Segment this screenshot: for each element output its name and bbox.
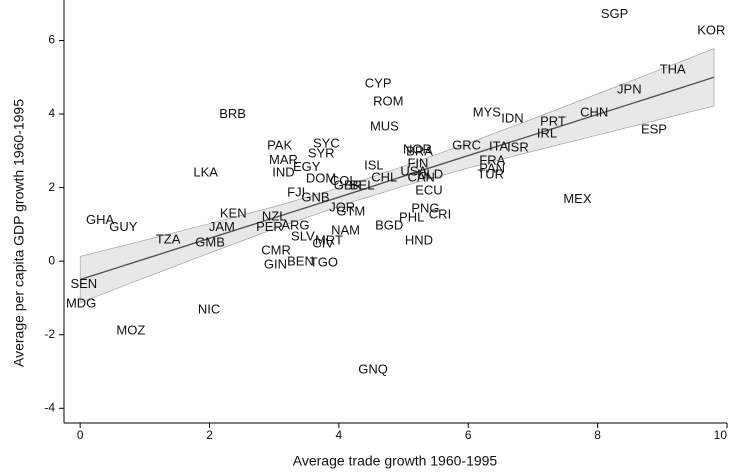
country-label: PAN xyxy=(479,161,505,176)
x-tick-label: 10 xyxy=(714,428,728,442)
country-label: GTM xyxy=(336,204,365,219)
country-label: GBR xyxy=(334,178,362,193)
country-label: MUS xyxy=(370,119,399,134)
country-label: PNG xyxy=(411,201,439,216)
country-label: PER xyxy=(256,219,283,234)
country-label: JAM xyxy=(209,219,235,234)
y-tick-label: 4 xyxy=(48,106,55,120)
country-label: CMR xyxy=(261,243,291,258)
country-label: CRI xyxy=(429,207,451,222)
country-label: BGD xyxy=(375,218,403,233)
country-label: FRA xyxy=(479,153,505,168)
x-tick-label: 4 xyxy=(336,428,343,442)
country-label: NAM xyxy=(331,222,360,237)
country-label: GNB xyxy=(301,190,329,205)
country-label: MAR xyxy=(269,152,298,167)
country-label: NIC xyxy=(198,302,220,317)
country-label: EGY xyxy=(293,159,321,174)
country-label: KOR xyxy=(697,23,725,38)
country-label: BRB xyxy=(219,106,246,121)
country-label: ISL xyxy=(364,158,384,173)
country-label: ARG xyxy=(281,218,309,233)
fit-line xyxy=(79,76,715,281)
country-label: GIN xyxy=(264,257,287,272)
country-label: GUY xyxy=(109,219,138,234)
country-label: JOR xyxy=(329,200,355,215)
confidence-band xyxy=(79,48,715,304)
y-tick-label: 0 xyxy=(48,253,55,267)
country-label: MYS xyxy=(473,105,502,120)
country-label: IDN xyxy=(501,111,523,126)
country-label: ESP xyxy=(641,122,667,137)
x-axis-title: Average trade growth 1960-1995 xyxy=(293,453,498,469)
y-tick-label: -2 xyxy=(44,327,55,341)
country-label: PRT xyxy=(540,114,566,129)
country-label: BEN xyxy=(287,254,314,269)
y-axis-title: Average per capita GDP growth 1960-1995 xyxy=(11,99,27,367)
x-tick-label: 8 xyxy=(594,428,601,442)
country-label: MRT xyxy=(315,233,343,248)
country-label: GHA xyxy=(86,212,115,227)
country-label: BEL xyxy=(350,178,375,193)
country-label: CYP xyxy=(365,76,392,91)
country-label: LKA xyxy=(193,165,218,180)
country-label: MOZ xyxy=(116,322,145,337)
country-label: TZA xyxy=(156,232,181,247)
country-label: MDG xyxy=(66,296,96,311)
country-label: PHL xyxy=(399,210,424,225)
country-label: DOM xyxy=(306,171,336,186)
country-label: CHL xyxy=(371,169,397,184)
country-label: ROM xyxy=(373,94,403,109)
country-label: ECU xyxy=(415,183,442,198)
x-tick-label: 6 xyxy=(465,428,472,442)
country-label: BRA xyxy=(406,144,433,159)
country-label: TGO xyxy=(310,254,338,269)
country-label: FIN xyxy=(407,155,428,170)
x-tick-label: 0 xyxy=(77,428,84,442)
y-tick-label: 6 xyxy=(48,33,55,47)
country-label: JPN xyxy=(617,82,642,97)
country-label: CIV xyxy=(312,236,334,251)
country-label: IND xyxy=(272,165,294,180)
country-label: CAN xyxy=(407,169,434,184)
country-label: GNQ xyxy=(358,361,388,376)
country-label: THA xyxy=(660,62,686,77)
country-label: SYC xyxy=(313,136,340,151)
x-tick-label: 2 xyxy=(206,428,213,442)
country-label: GMB xyxy=(195,235,225,250)
country-label: IRL xyxy=(537,126,557,141)
country-label: COL xyxy=(330,173,357,188)
country-label: TUR xyxy=(477,167,504,182)
country-label: SYR xyxy=(308,146,335,161)
country-label: NZL xyxy=(262,208,287,223)
country-label: ITA xyxy=(489,139,509,154)
y-tick-label: -4 xyxy=(44,400,55,414)
country-label: GRC xyxy=(452,137,481,152)
country-label: ISR xyxy=(507,140,529,155)
country-label: NLD xyxy=(417,167,443,182)
y-tick-label: 2 xyxy=(48,180,55,194)
country-label: MEX xyxy=(563,191,592,206)
country-label: NOR xyxy=(403,142,432,157)
country-label: SEN xyxy=(70,276,97,291)
country-label: KEN xyxy=(220,206,247,221)
country-label: HND xyxy=(405,233,433,248)
country-label: SGP xyxy=(601,6,628,21)
country-label: PAK xyxy=(267,137,292,152)
country-label: USA xyxy=(400,164,427,179)
country-label: FJI xyxy=(287,185,305,200)
country-label: CHN xyxy=(580,105,608,120)
country-label: SLV xyxy=(291,229,315,244)
